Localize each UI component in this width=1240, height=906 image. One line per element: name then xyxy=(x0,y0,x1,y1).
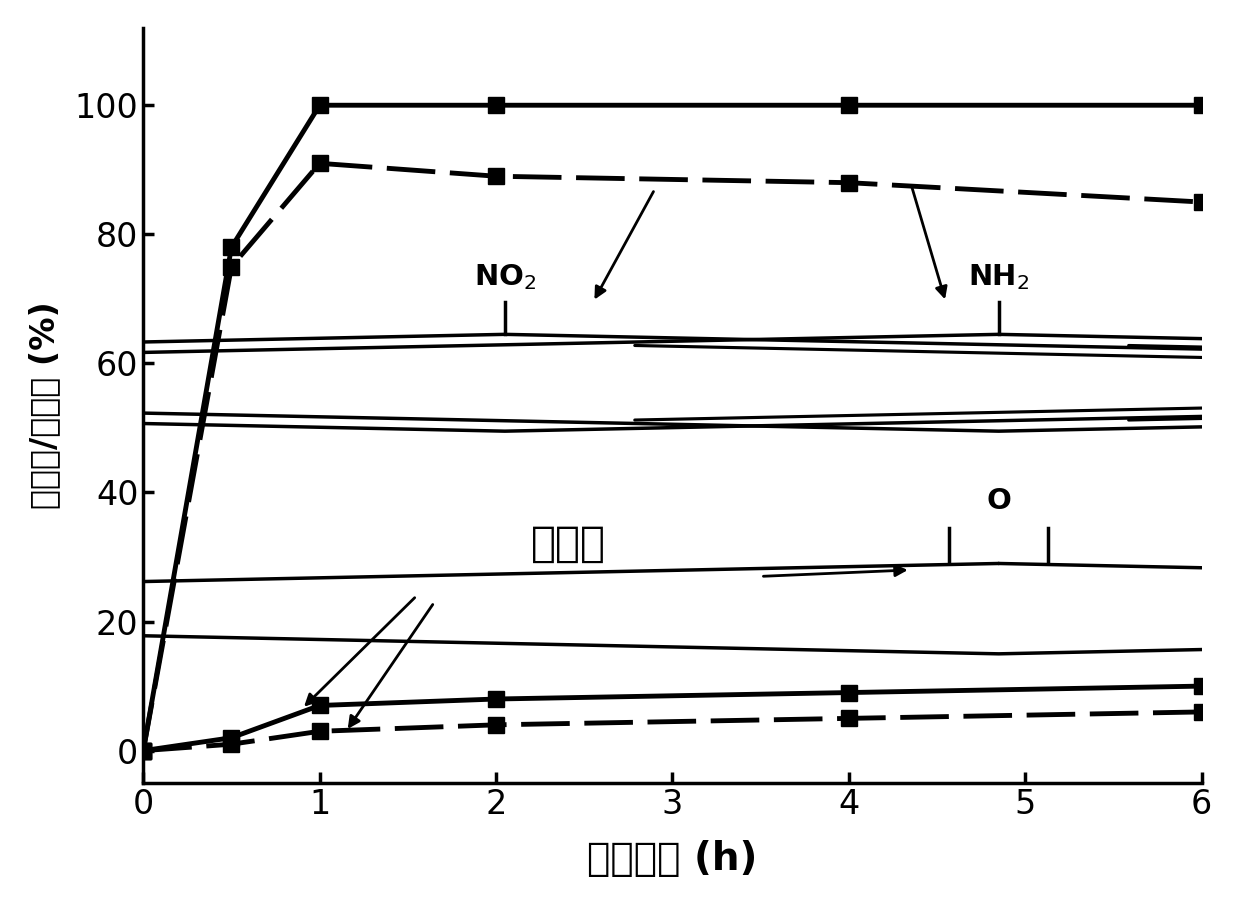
Text: NO$_2$: NO$_2$ xyxy=(474,263,536,293)
Y-axis label: 转化率/选择性 (%): 转化率/选择性 (%) xyxy=(27,302,61,509)
X-axis label: 反应时间 (h): 反应时间 (h) xyxy=(588,840,758,878)
Text: O: O xyxy=(986,487,1011,516)
Text: NH$_2$: NH$_2$ xyxy=(968,263,1029,293)
Text: 副产物: 副产物 xyxy=(531,523,606,565)
